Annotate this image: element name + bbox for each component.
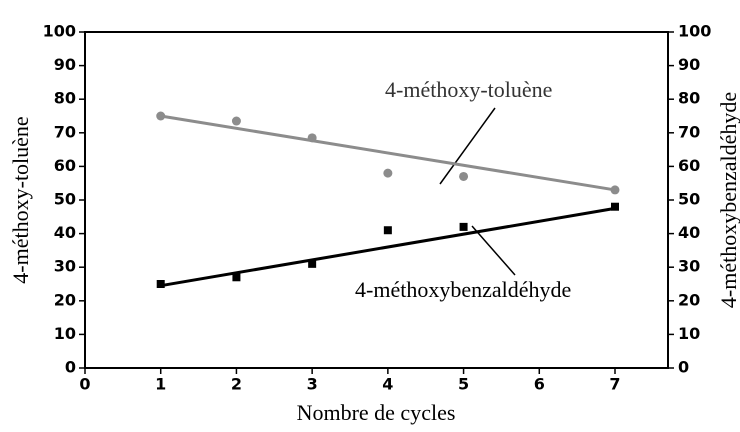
trend-line — [160, 206, 616, 288]
y2-tick-label: 10 — [678, 324, 700, 343]
x-tick-label: 3 — [307, 375, 318, 394]
leader-line — [471, 225, 516, 276]
x-tick-label: 2 — [231, 375, 242, 394]
y2-tick-label: 100 — [678, 22, 711, 41]
y-tick-label: 20 — [54, 290, 76, 309]
point — [231, 116, 241, 126]
x-tick-label: 0 — [79, 375, 90, 394]
y-tick-label: 60 — [54, 156, 76, 175]
x-tick-label: 7 — [609, 375, 620, 394]
x-tick-label: 4 — [382, 375, 393, 394]
leader-line — [439, 107, 496, 185]
y2-tick-label: 80 — [678, 89, 700, 108]
series-annotation: 4-méthoxybenzaldéhyde — [355, 277, 571, 302]
point — [156, 280, 165, 288]
trend-line — [160, 114, 616, 192]
y2-tick-label: 40 — [678, 223, 700, 242]
y2-tick-label: 60 — [678, 156, 700, 175]
point — [459, 171, 469, 181]
x-tick-label: 6 — [534, 375, 545, 394]
point — [610, 185, 620, 195]
plot-frame — [84, 31, 669, 369]
point — [383, 226, 392, 235]
y-tick-label: 10 — [54, 324, 76, 343]
y2-tick-label: 50 — [678, 190, 700, 209]
x-tick-label: 5 — [458, 375, 469, 394]
x-tick-label: 1 — [155, 375, 166, 394]
y-axis-label: 4-méthoxy-toluène — [8, 116, 33, 283]
point — [459, 222, 468, 231]
y2-tick-label: 30 — [678, 257, 700, 276]
point — [232, 273, 241, 282]
point — [308, 259, 317, 268]
point — [611, 202, 619, 211]
y-tick-label: 90 — [54, 55, 76, 74]
series-annotation: 4-méthoxy-toluène — [385, 77, 552, 102]
y2-tick-label: 20 — [678, 290, 700, 309]
y-tick-label: 100 — [43, 22, 76, 41]
y2-tick-label: 70 — [678, 122, 700, 141]
y2-axis-label: 4-méthoxybenzaldéhyde — [716, 92, 740, 308]
y-tick-label: 50 — [54, 190, 76, 209]
point — [383, 168, 393, 178]
y-tick-label: 70 — [54, 122, 76, 141]
y-tick-label: 80 — [54, 89, 76, 108]
y2-tick-label: 0 — [678, 358, 689, 377]
y-tick-label: 40 — [54, 223, 76, 242]
point — [156, 111, 166, 121]
y-tick-label: 0 — [65, 358, 76, 377]
y2-tick-label: 90 — [678, 55, 700, 74]
point — [307, 133, 317, 143]
y-tick-label: 30 — [54, 257, 76, 276]
x-axis-label: Nombre de cycles — [297, 400, 456, 425]
